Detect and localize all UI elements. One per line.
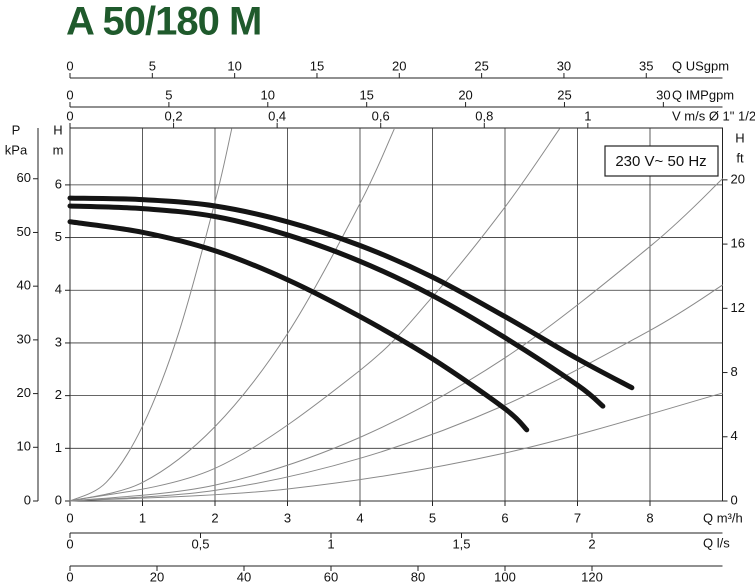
axis-tick-label: 50 [17, 224, 31, 239]
axis-tick-label: 80 [411, 569, 425, 584]
axis-tick-label: 1 [584, 108, 591, 123]
system-curve [69, 128, 395, 502]
axis-tick-label: 5 [149, 58, 156, 73]
axis-tick-label: 10 [261, 87, 275, 102]
axis-tick-label: 10 [227, 58, 241, 73]
axis-tick-label: 40 [237, 569, 251, 584]
axis-tick-label: 35 [639, 58, 653, 73]
axis-tick-label: 8 [731, 364, 738, 379]
x-tick-label: 4 [356, 510, 363, 525]
axis-label: Q IMPgpm [672, 87, 734, 102]
axis-tick-label: 0 [66, 569, 73, 584]
system-curve [69, 128, 560, 502]
axis-tick-label: 60 [324, 569, 338, 584]
y-axis-label: H [53, 122, 62, 137]
axis-label: kPa [5, 142, 28, 157]
x-tick-label: 0 [66, 510, 73, 525]
axis-tick-label: 15 [359, 87, 373, 102]
x-tick-label: 1 [139, 510, 146, 525]
axis-tick-label: 0,4 [268, 108, 286, 123]
y-tick-label: 3 [55, 334, 62, 349]
axis-tick-label: 40 [17, 278, 31, 293]
axis-tick-label: 0,6 [372, 108, 390, 123]
axis-tick-label: 0 [66, 58, 73, 73]
x-tick-label: 2 [211, 510, 218, 525]
y-axis-label: m [53, 142, 64, 157]
x-tick-label: 8 [646, 510, 653, 525]
y-tick-label: 5 [55, 229, 62, 244]
x-axis-label: Q m³/h [703, 510, 743, 525]
annotation-box [604, 145, 719, 177]
axis-tick-label: 20 [731, 171, 745, 186]
system-curve [69, 392, 723, 502]
axis-label: Q USgpm [672, 58, 729, 73]
axis-tick-label: 0 [66, 108, 73, 123]
axis-tick-label: 25 [557, 87, 571, 102]
axis-tick-label: 15 [310, 58, 324, 73]
axis-tick-label: 0,2 [165, 108, 183, 123]
axis-tick-label: 0 [66, 87, 73, 102]
axis-label: Q l/s [703, 535, 730, 550]
axis-tick-label: 0 [24, 492, 31, 507]
x-tick-label: 7 [574, 510, 581, 525]
y-tick-label: 4 [55, 282, 62, 297]
pump-curve [67, 219, 530, 433]
axis-tick-label: 20 [150, 569, 164, 584]
annotation: 230 V~ 50 Hz [615, 153, 706, 170]
axis-tick-label: 25 [474, 58, 488, 73]
system-curve [69, 128, 233, 502]
axis-tick-label: 30 [656, 87, 670, 102]
axis-tick-label: 30 [17, 331, 31, 346]
axis-tick-label: 0,8 [475, 108, 493, 123]
system-curve [69, 178, 723, 502]
chart-title: A 50/180 M [66, 0, 261, 44]
x-tick-label: 6 [501, 510, 508, 525]
axis-tick-label: 1 [327, 536, 334, 551]
axis-tick-label: 5 [165, 87, 172, 102]
y-tick-label: 2 [55, 387, 62, 402]
axis-tick-label: 0,5 [191, 536, 209, 551]
y-tick-label: 6 [55, 176, 62, 191]
plot-frame [69, 127, 723, 502]
axis-tick-label: 20 [17, 385, 31, 400]
axis-tick-label: 100 [494, 569, 516, 584]
axis-tick-label: 0 [66, 536, 73, 551]
pump-curve [67, 195, 635, 391]
axis-tick-label: 16 [731, 236, 745, 251]
y-tick-label: 1 [55, 440, 62, 455]
axis-label: H [735, 130, 744, 145]
axis-tick-label: 2 [588, 536, 595, 551]
axis-tick-label: 120 [581, 569, 603, 584]
x-tick-label: 3 [284, 510, 291, 525]
system-curve [69, 284, 723, 502]
axis-label: V m/s Ø 1" 1/2 [672, 108, 755, 123]
axis-tick-label: 60 [17, 170, 31, 185]
axis-label: P [12, 122, 21, 137]
axis-tick-label: 4 [731, 428, 738, 443]
axis-tick-label: 0 [731, 492, 738, 507]
axis-tick-label: 1,5 [452, 536, 470, 551]
axis-tick-label: 20 [392, 58, 406, 73]
axis-tick-label: 30 [557, 58, 571, 73]
axis-label: ft [736, 150, 744, 165]
pump-curve [67, 203, 606, 409]
axis-tick-label: 20 [458, 87, 472, 102]
y-tick-label: 0 [55, 492, 62, 507]
x-tick-label: 5 [429, 510, 436, 525]
axis-tick-label: 12 [731, 300, 745, 315]
axis-tick-label: 10 [17, 439, 31, 454]
